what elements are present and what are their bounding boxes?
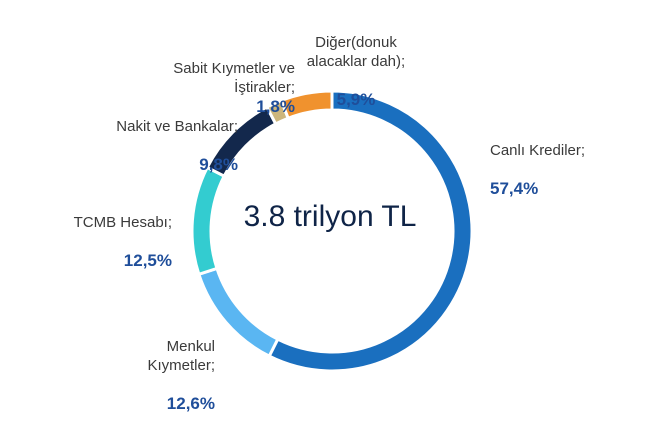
value-label: 9,8% [199,155,238,174]
center-title: 3.8 trilyon TL [243,200,417,233]
label: TCMB Hesabı; 12,5% [74,194,172,271]
donut-segment [279,89,334,121]
label: Menkul Kıymetler; 12,6% [147,318,215,414]
category-label: Diğer(donuk alacaklar dah); [306,34,406,70]
value-label: 5,9% [336,90,376,109]
label: Diğer(donuk alacaklar dah); 5,9% [296,14,416,110]
category-label: Nakit ve Bankalar; [116,118,238,135]
value-label: 57,4% [490,179,539,198]
category-label: Canlı Krediler; [490,142,586,159]
category-label: Menkul Kıymetler; [147,338,215,374]
label: Nakit ve Bankalar; 9,8% [116,98,238,175]
label: Canlı Krediler; 57,4% [490,122,585,199]
value-label: 12,6% [166,394,215,413]
category-label: Sabit Kıymetler ve İştirakler; [173,60,295,96]
value-label: 12,5% [123,251,172,270]
category-label: TCMB Hesabı; [73,214,172,231]
donut-segment [190,165,227,277]
label: Sabit Kıymetler ve İştirakler; 1,8% [173,40,295,117]
value-label: 1,8% [256,97,295,116]
